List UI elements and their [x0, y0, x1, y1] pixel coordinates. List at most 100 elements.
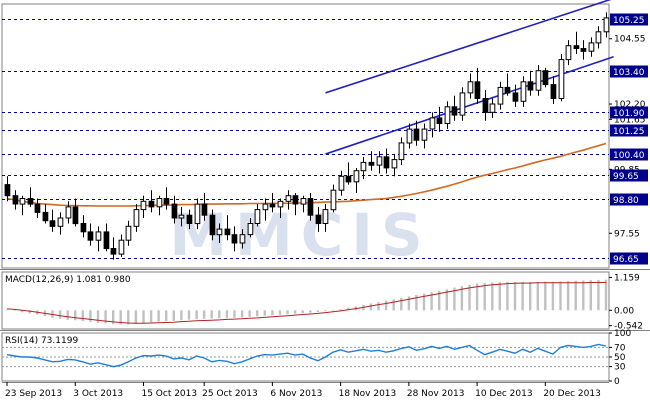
macd-bar [180, 310, 183, 321]
macd-bar [210, 310, 213, 319]
candle-bear [163, 198, 170, 205]
macd-bar [134, 310, 138, 324]
macd-bar [369, 303, 373, 311]
candle-bear [482, 98, 489, 113]
candle-bear [80, 223, 87, 233]
macd-bar [96, 310, 100, 323]
macd-bar [187, 310, 191, 320]
macd-bar [104, 310, 107, 324]
level-label: 99.65 [613, 172, 639, 182]
rsi-line [6, 343, 607, 368]
candle-bear [12, 195, 19, 205]
candle-bull [57, 217, 64, 227]
macd-bar [58, 310, 62, 319]
macd-bar [316, 310, 320, 312]
macd-bar [574, 280, 577, 311]
candle-bull [254, 209, 261, 225]
candle-bear [542, 70, 549, 86]
level-label-box [610, 148, 648, 161]
candle-bear [345, 175, 352, 183]
candle-bull [178, 214, 185, 219]
candle-bull [489, 103, 496, 113]
candle-bull [216, 228, 223, 236]
macd-bar [400, 297, 403, 311]
candle-bear [550, 84, 557, 99]
panel-frames [0, 3, 650, 382]
candle-bear [580, 48, 587, 52]
macd-bar [263, 310, 266, 316]
y-tick-label: -0.542 [614, 322, 643, 332]
candle-bear [110, 248, 117, 255]
candle-bear [4, 184, 11, 197]
y-tick-label: 1.159 [614, 273, 640, 283]
macd-bar [293, 310, 297, 314]
x-tick-label: 28 Nov 2013 [407, 389, 465, 399]
macd-bar [165, 310, 168, 322]
macd-bar [582, 280, 585, 311]
candle-bear [307, 198, 314, 216]
candle-bull [194, 203, 201, 225]
macd-bar [142, 310, 145, 324]
macd-bar [278, 310, 282, 315]
macd-bar [392, 299, 395, 311]
candle-bull [588, 42, 595, 52]
candle-bear [436, 117, 443, 125]
candle-bull [125, 225, 132, 241]
macd-bar [89, 310, 92, 322]
macd-bar [339, 309, 342, 311]
y-tick-label: 104.55 [614, 35, 646, 45]
candle-bull [535, 70, 542, 91]
macd-bar [225, 310, 229, 318]
candle-bear [171, 203, 178, 219]
macd-bar [202, 310, 206, 319]
channel-upper-line [325, 0, 612, 94]
level-label: 100.40 [613, 151, 645, 161]
macd-bar [195, 310, 198, 320]
macd-bar [566, 281, 570, 311]
y-tick-label: 101.65 [614, 115, 646, 125]
candle-bull [558, 59, 565, 99]
candle-bull [398, 142, 405, 161]
channel-lower-line [325, 56, 614, 155]
y-tick-label: 102.20 [614, 100, 646, 110]
macd-bar [536, 281, 539, 311]
x-tick-label: 15 Oct 2013 [141, 389, 197, 399]
macd-bar [513, 281, 517, 311]
x-tick-label: 3 Oct 2013 [73, 389, 123, 399]
macd-bar [5, 309, 9, 311]
candle-bear [34, 203, 41, 213]
candle-bear [87, 231, 94, 241]
macd-bar [384, 300, 388, 311]
macd-bar [521, 281, 524, 311]
macd-bar [559, 281, 562, 311]
candle-bull [376, 156, 383, 166]
rsi-label: RSI(14) 73.1199 [5, 336, 78, 346]
candle-bull [285, 195, 292, 202]
macd-bar [475, 283, 479, 311]
candle-bear [292, 195, 299, 205]
candle-bear [451, 106, 458, 116]
macd-bar [438, 290, 441, 311]
candle-bear [527, 81, 534, 91]
candle-bear [368, 161, 375, 166]
candle-bull [360, 161, 367, 172]
macd-bar [66, 310, 69, 320]
macd-bar [286, 310, 289, 315]
macd-bar [529, 281, 532, 311]
candle-bear [383, 156, 390, 169]
macd-bar [172, 310, 175, 321]
candle-bull [95, 231, 102, 241]
macd-bar [377, 302, 380, 311]
candle-bull [459, 92, 466, 116]
y-tick-label: 0.00 [614, 306, 634, 316]
macd-label: MACD(12,26,9) 1.081 0.980 [5, 275, 131, 285]
candle-bear [269, 203, 276, 208]
candle-bull [467, 81, 474, 94]
macd-bar [407, 296, 411, 311]
level-label-box [610, 193, 648, 206]
candle-bear [103, 231, 110, 250]
y-tick-label: 50 [614, 353, 626, 363]
x-tick-label: 20 Dec 2013 [543, 389, 601, 399]
macd-panel: MACD(12,26,9) 1.081 0.980 1.159 0.00 -0.542 [5, 273, 643, 331]
